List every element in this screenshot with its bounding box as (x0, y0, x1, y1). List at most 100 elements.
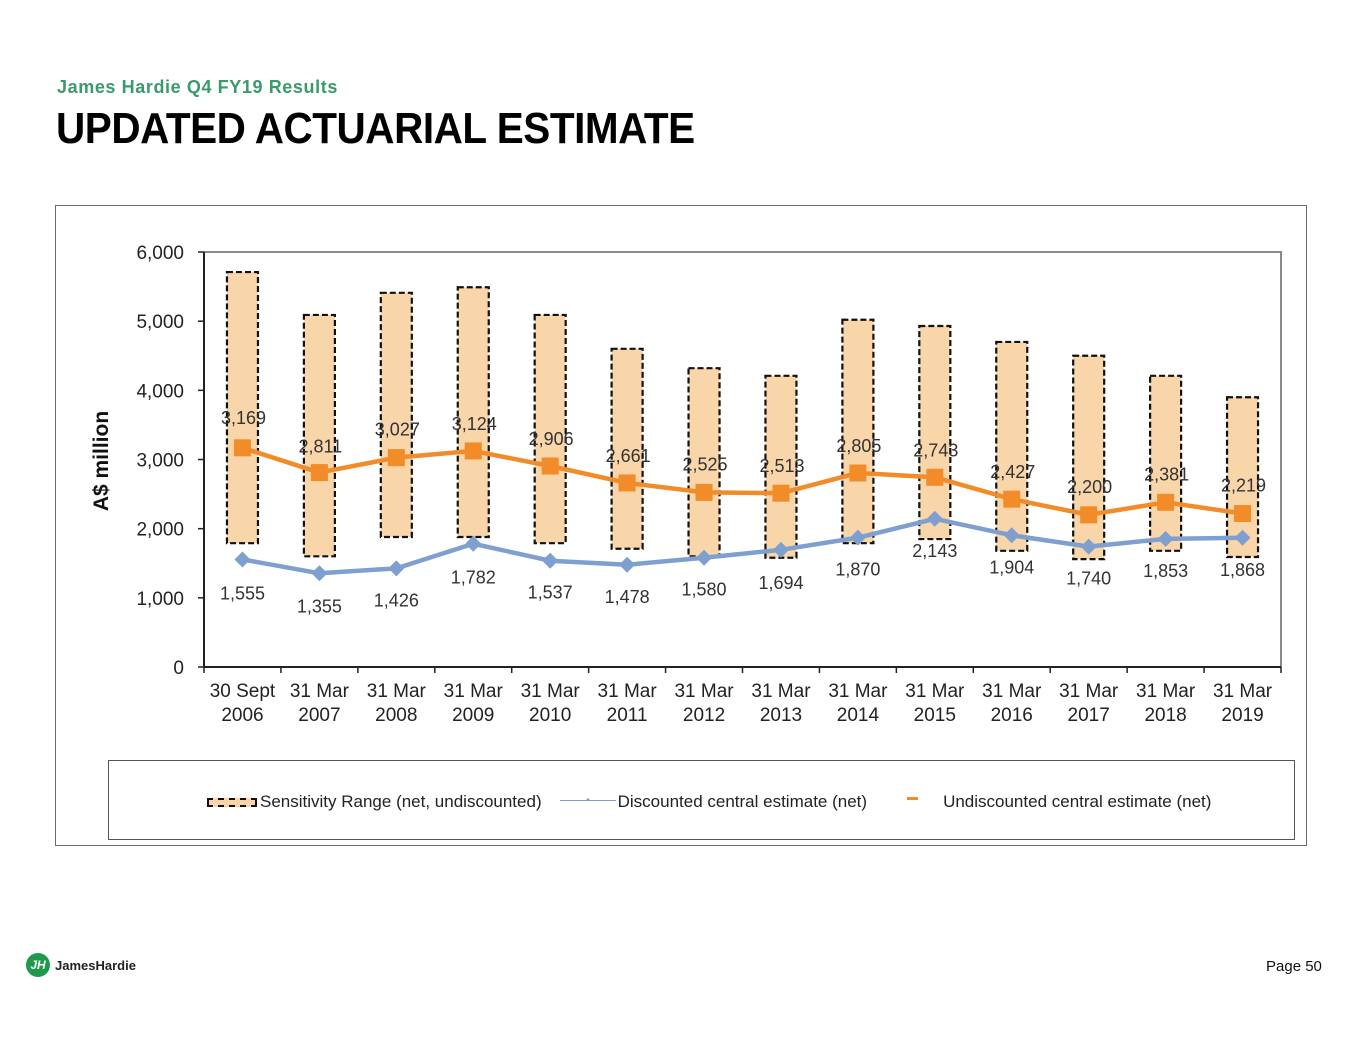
x-tick-label-line: 31 Mar (1213, 681, 1273, 702)
x-tick-label: 31 Mar 2014 (828, 681, 888, 726)
x-tick-label-line: 2006 (221, 705, 263, 726)
x-axis: 30 Sept 2006 31 Mar 2007 31 Mar 2008 31 Mar 200… (203, 666, 1282, 726)
undiscounted-data-label: 2,743 (913, 440, 958, 460)
discounted-data-label: 1,740 (1066, 569, 1111, 589)
sensitivity-range-bar (687, 367, 721, 558)
x-tick-label-line: 2012 (683, 705, 725, 726)
undiscounted-series (233, 439, 1252, 524)
y-axis: 0 1,000 2,000 3,000 4,000 5,000 6,000 (136, 243, 205, 679)
discounted-point (234, 551, 251, 568)
undiscounted-data-label: 3,124 (452, 414, 497, 434)
discounted-point (619, 556, 636, 573)
x-tick-label-line: 2011 (607, 705, 648, 726)
discounted-data-label: 1,478 (605, 587, 650, 607)
x-tick-label: 30 Sept 2006 (210, 681, 276, 726)
undiscounted-data-label: 2,906 (529, 429, 574, 449)
sensitivity-range-bar (918, 324, 952, 541)
x-tick-label-line: 2019 (1221, 705, 1263, 726)
undiscounted-data-label: 2,513 (759, 456, 804, 476)
y-tick-label: 1,000 (136, 589, 184, 610)
undiscounted-point (849, 464, 867, 482)
undiscounted-point (772, 484, 790, 502)
page-number: Page 50 (1266, 958, 1322, 975)
x-tick-label: 31 Mar 2010 (521, 681, 581, 726)
discounted-point (388, 560, 405, 577)
sensitivity-range-bar (995, 340, 1029, 552)
discounted-point (1080, 538, 1097, 555)
undiscounted-point (1234, 505, 1252, 523)
discounted-data-label: 1,868 (1220, 560, 1265, 580)
undiscounted-data-label: 3,169 (221, 408, 266, 428)
legend-item-discounted: Discounted central estimate (net) (559, 792, 868, 812)
x-tick-label: 31 Mar 2007 (290, 681, 350, 726)
legend-label: Sensitivity Range (net, undiscounted) (260, 792, 542, 811)
x-tick-label: 31 Mar 2013 (751, 681, 811, 726)
x-tick-label-line: 31 Mar (367, 681, 427, 702)
discounted-data-label: 1,870 (835, 560, 880, 580)
undiscounted-point (233, 439, 251, 457)
undiscounted-point (618, 474, 636, 492)
sensitivity-range-bar (1149, 374, 1183, 552)
x-tick-label-line: 31 Mar (751, 681, 811, 702)
x-tick-label-line: 2018 (1144, 705, 1186, 726)
discounted-point (696, 549, 713, 566)
x-tick-label-line: 31 Mar (1136, 681, 1196, 702)
y-tick-label: 3,000 (136, 451, 184, 472)
discounted-point (1157, 530, 1174, 547)
x-tick-label-line: 2014 (837, 705, 880, 726)
x-tick-label: 31 Mar 2008 (367, 681, 427, 726)
undiscounted-data-label: 2,219 (1221, 476, 1266, 496)
discounted-data-label: 1,904 (989, 557, 1034, 577)
x-tick-label-line: 31 Mar (521, 681, 581, 702)
x-tick-label: 31 Mar 2018 (1136, 681, 1196, 726)
chart-legend: Sensitivity Range (net, undiscounted) Di… (108, 760, 1295, 840)
undiscounted-point (1003, 490, 1021, 508)
x-tick-label: 31 Mar 2012 (674, 681, 734, 726)
undiscounted-point (310, 464, 328, 482)
discounted-point (1234, 529, 1251, 546)
x-tick-label-line: 2008 (375, 705, 417, 726)
undiscounted-data-label: 2,805 (836, 436, 881, 456)
square-line-swatch-icon (885, 797, 941, 804)
discounted-point (1003, 527, 1020, 544)
undiscounted-point (541, 457, 559, 475)
sensitivity-range-bar (533, 313, 567, 545)
diamond-line-swatch-icon (559, 798, 616, 804)
y-tick-label: 0 (173, 658, 184, 679)
x-tick-label-line: 2017 (1068, 705, 1110, 726)
discounted-data-label: 1,426 (374, 590, 419, 610)
undiscounted-data-label: 2,811 (299, 437, 343, 457)
range-swatch-icon (207, 797, 257, 807)
undiscounted-point (695, 483, 713, 501)
sensitivity-range-bars (225, 270, 1260, 561)
sensitivity-range-bar (764, 374, 798, 559)
undiscounted-data-label: 3,027 (375, 420, 420, 440)
sensitivity-range-bar (1072, 354, 1106, 561)
undiscounted-line (241, 445, 1243, 518)
discounted-point (772, 541, 789, 558)
discounted-data-label: 1,782 (451, 568, 496, 588)
x-tick-label: 31 Mar 2015 (905, 681, 965, 726)
x-tick-label-line: 31 Mar (982, 681, 1042, 702)
logo-wordmark: JamesHardie (55, 957, 136, 973)
x-tick-label: 31 Mar 2011 (598, 681, 658, 726)
undiscounted-data-label: 2,661 (606, 446, 651, 466)
undiscounted-data-label: 2,427 (990, 462, 1035, 482)
x-tick-label-line: 2015 (914, 705, 956, 726)
data-labels: 3,169 2,811 3,027 3,124 2,906 2,661 2,525 2,513… (220, 408, 1266, 616)
discounted-data-label: 2,143 (912, 541, 957, 561)
discounted-data-label: 1,694 (758, 573, 803, 593)
page-title: UPDATED ACTUARIAL ESTIMATE (56, 104, 695, 153)
x-tick-label-line: 2010 (529, 705, 571, 726)
legend-label: Undiscounted central estimate (net) (943, 792, 1212, 811)
y-tick-label: 6,000 (136, 243, 184, 264)
undiscounted-point (464, 442, 482, 460)
discounted-series (234, 510, 1251, 582)
x-tick-label-line: 31 Mar (290, 681, 350, 702)
x-tick-label: 31 Mar 2016 (982, 681, 1042, 726)
x-tick-label-line: 31 Mar (674, 681, 734, 702)
y-axis-title: A$ million (90, 411, 113, 511)
legend-item-sensitivity-range: Sensitivity Range (net, undiscounted) (207, 792, 542, 812)
discounted-data-label: 1,537 (528, 583, 573, 603)
legend-label: Discounted central estimate (net) (617, 792, 868, 811)
